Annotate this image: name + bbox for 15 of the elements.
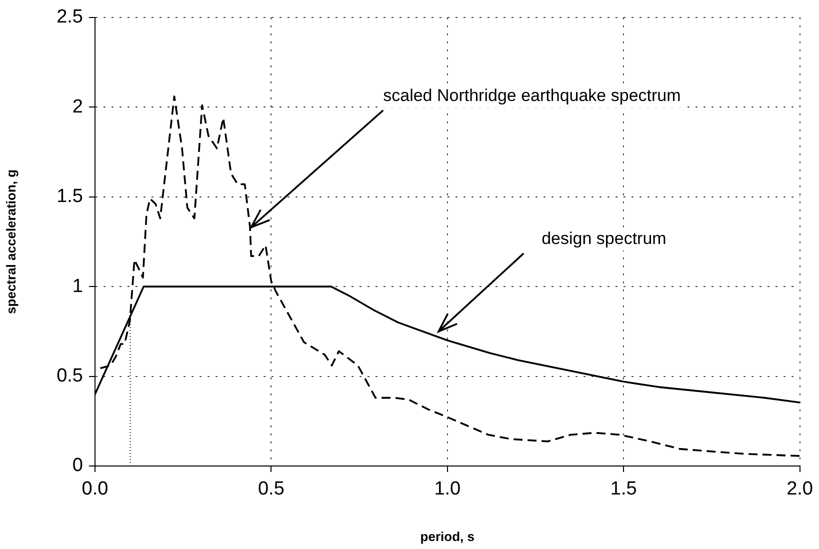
y-tick-label: 2.5 bbox=[56, 6, 83, 28]
y-tick-label: 1.5 bbox=[56, 186, 83, 208]
x-tick-label: 1.5 bbox=[610, 478, 637, 500]
x-axis-title: period, s bbox=[420, 528, 474, 544]
x-tick-label: 0.0 bbox=[82, 478, 108, 500]
y-tick-label: 0 bbox=[72, 455, 83, 476]
y-tick-label: 2 bbox=[72, 96, 83, 118]
x-tick-label: 2.0 bbox=[786, 478, 814, 500]
annotation: scaled Northridge earthquake spectrum bbox=[383, 86, 681, 106]
x-tick-label: 0.5 bbox=[258, 478, 284, 500]
y-axis-title: spectral acceleration, g bbox=[3, 169, 18, 314]
annotation: design spectrum bbox=[542, 229, 666, 248]
x-tick-label: 1.0 bbox=[434, 478, 461, 500]
y-tick-label: 0.5 bbox=[56, 366, 83, 387]
y-tick-label: 1 bbox=[72, 276, 83, 297]
